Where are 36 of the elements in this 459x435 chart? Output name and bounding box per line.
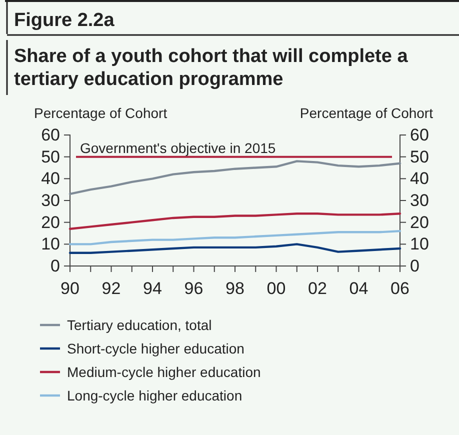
y2-axis-title: Percentage of Cohort — [300, 105, 434, 121]
x-tick-label: 94 — [143, 279, 162, 298]
y-tick-label: 60 — [41, 125, 60, 144]
line-series — [68, 212, 402, 230]
y2-tick-label: 30 — [410, 190, 429, 210]
line-series — [68, 230, 402, 246]
x-tick-label: 92 — [102, 279, 121, 298]
legend-label: Tertiary education, total — [67, 317, 212, 333]
y2-tick-label: 20 — [410, 212, 429, 232]
line-series — [68, 160, 402, 196]
legend-label: Short-cycle higher education — [67, 340, 244, 356]
line-series — [68, 243, 402, 254]
y-tick-label: 20 — [41, 212, 60, 232]
x-tick-label: 96 — [184, 279, 204, 298]
chart-subtitle: Share of a youth cohort that will complete a tertiary education programme — [14, 46, 408, 90]
x-tick-label: 00 — [266, 279, 286, 298]
x-tick-label: 04 — [349, 279, 368, 298]
legend-label: Medium-cycle higher education — [67, 364, 261, 380]
y2-tick-label: 10 — [410, 234, 429, 254]
chart-title: Figure 2.2a — [14, 10, 115, 31]
ref-line-label: Government's objective in 2015 — [80, 140, 276, 156]
y2-tick-label: 0 — [410, 256, 420, 276]
x-tick-label: 02 — [308, 279, 327, 298]
y-tick-label: 30 — [41, 190, 60, 210]
legend-label: Long-cycle higher education — [67, 388, 242, 404]
y2-tick-label: 60 — [410, 125, 429, 144]
y-tick-label: 40 — [41, 169, 60, 188]
x-tick-label: 90 — [60, 279, 80, 298]
y-tick-label: 10 — [41, 234, 60, 254]
y-tick-label: 0 — [50, 256, 60, 276]
y2-tick-label: 40 — [410, 169, 429, 188]
x-tick-label: 98 — [226, 279, 244, 298]
y-tick-label: 50 — [41, 147, 60, 166]
y2-tick-label: 50 — [410, 147, 429, 166]
x-tick-label: 06 — [390, 279, 410, 298]
y-axis-title: Percentage of Cohort — [34, 105, 168, 121]
